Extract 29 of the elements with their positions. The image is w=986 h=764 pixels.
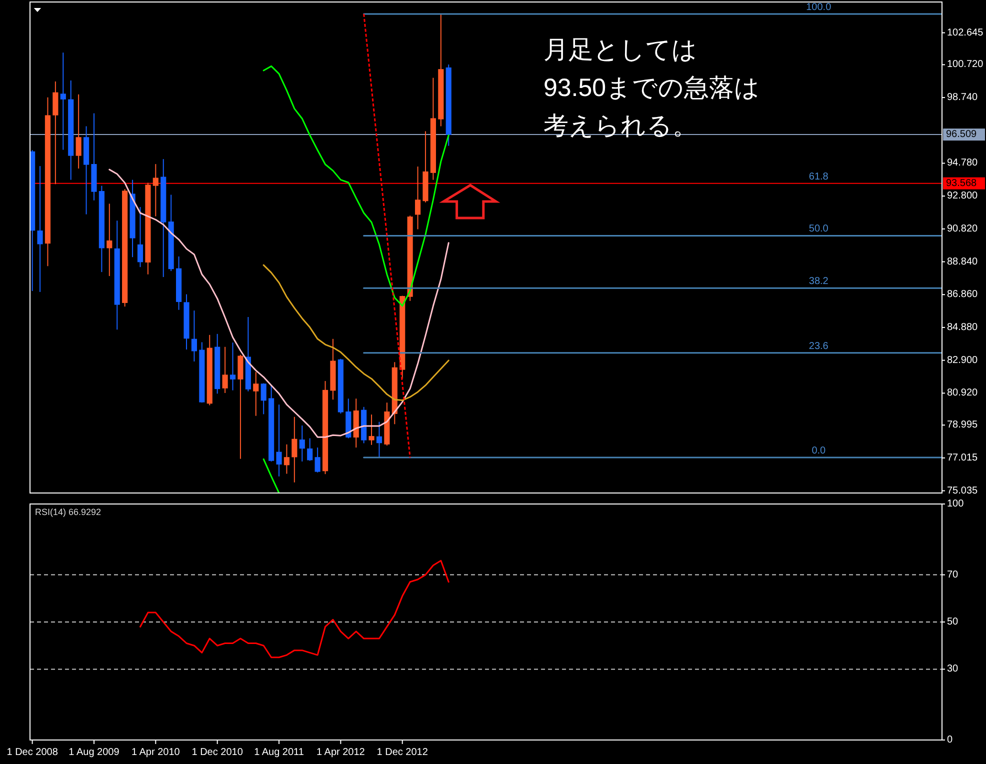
ytick-label: 86.860 — [947, 289, 978, 300]
ytick-label: 0 — [947, 734, 953, 746]
xtick-label: 1 Apr 2012 — [316, 747, 365, 758]
xtick-label: 1 Aug 2009 — [68, 747, 120, 758]
ytick-label: 94.780 — [947, 158, 978, 169]
ytick-label: 77.015 — [947, 452, 978, 464]
ytick-label: 80.920 — [947, 388, 978, 399]
ytick-label: 50 — [947, 616, 958, 628]
ytick-label: 90.820 — [947, 223, 978, 234]
ytick-label: 30 — [947, 664, 958, 675]
ytick-label: 98.740 — [947, 92, 978, 104]
xtick-label: 1 Dec 2010 — [192, 747, 243, 758]
ytick-label: 88.840 — [947, 256, 978, 268]
ytick-label: 100.720 — [947, 59, 984, 70]
xtick-label: 1 Dec 2012 — [376, 747, 428, 758]
ytick-label: 84.880 — [947, 322, 978, 333]
ytick-label: 92.800 — [947, 190, 978, 202]
ytick-label: 78.995 — [947, 420, 978, 431]
xtick-label: 1 Dec 2008 — [6, 747, 58, 758]
ytick-label: 100 — [947, 498, 964, 510]
ref-line-label: 96.509 — [946, 129, 978, 140]
xtick-label: 1 Aug 2011 — [254, 747, 304, 758]
ytick-label: 75.035 — [947, 485, 978, 496]
ytick-label: 82.900 — [947, 354, 978, 366]
title: RSI(14) 66.9292 — [35, 507, 102, 517]
ytick-label: 70 — [947, 569, 958, 580]
ytick-label: 102.645 — [947, 27, 984, 38]
xtick-label: 1 Apr 2010 — [131, 747, 180, 758]
ref-line-label: 93.568 — [946, 178, 978, 189]
